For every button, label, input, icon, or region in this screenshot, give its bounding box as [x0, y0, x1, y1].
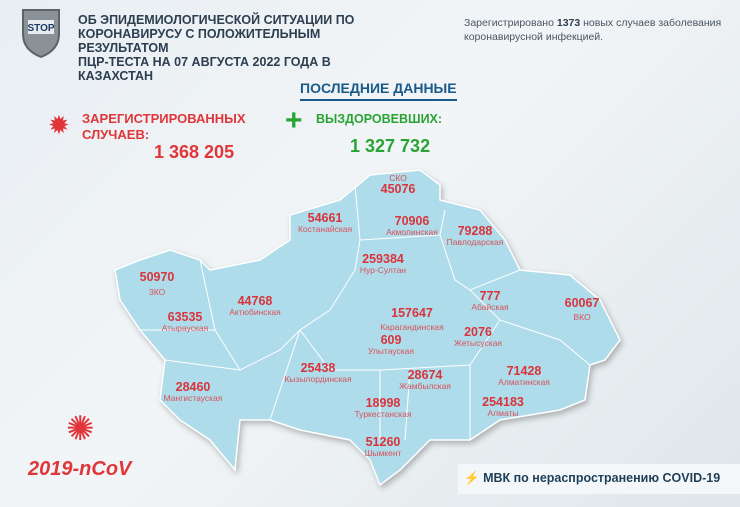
region-value: 71428 — [506, 364, 542, 378]
region-name: Актюбинская — [229, 307, 281, 317]
region-value: 45076 — [380, 182, 416, 196]
note-count: 1373 — [556, 17, 581, 29]
region-atyrau: 63535 Атырауская — [161, 310, 209, 334]
region-turkestan: 18998 Туркестанская — [354, 396, 412, 420]
ncov-label: 2019-nCoV — [28, 458, 132, 480]
coronavirus-icon: ✺ — [66, 410, 95, 448]
region-name: Абайская — [471, 302, 509, 312]
region-value: 60067 — [564, 296, 600, 310]
region-borders — [140, 184, 591, 441]
registered-label-line: ЗАРЕГИСТРИРОВАННЫХ — [82, 111, 246, 126]
region-value: 63535 — [167, 310, 203, 324]
region-zko: 50970 ЗКО — [139, 270, 175, 298]
latest-data-heading: ПОСЛЕДНИЕ ДАННЫЕ — [300, 80, 457, 101]
region-value: 50970 — [139, 270, 175, 284]
logo-shield: STOP — [20, 6, 62, 59]
recovered-label: ВЫЗДОРОВЕВШИХ: — [316, 112, 443, 126]
region-value: 28460 — [175, 380, 211, 394]
region-name: Карагандинская — [380, 322, 444, 332]
region-almaty-city: 254183 Алматы — [482, 395, 524, 419]
region-name: Туркестанская — [354, 409, 412, 419]
region-nur-sultan: 259384 Нур-Султан — [359, 252, 407, 276]
region-vko: 60067 ВКО — [564, 296, 600, 323]
region-karaganda: 157647 Карагандинская — [380, 306, 444, 333]
registered-value: 1 368 205 — [154, 142, 235, 162]
region-abay: 777 Абайская — [471, 289, 509, 313]
region-akmola: 70906 Акмолинская — [386, 214, 438, 238]
region-name: Мангистауская — [163, 393, 223, 403]
region-value: 609 — [380, 333, 402, 347]
region-name: Шымкент — [364, 448, 402, 458]
title-line: КОРОНАВИРУСУ С ПОЛОЖИТЕЛЬНЫМ РЕЗУЛЬТАТОМ — [78, 27, 321, 55]
region-name: Акмолинская — [386, 227, 438, 237]
registered-label-line: СЛУЧАЕВ: — [82, 127, 150, 142]
region-name: ЗКО — [148, 287, 166, 297]
region-name: Жетысуская — [453, 338, 503, 348]
region-value: 25438 — [300, 361, 336, 375]
region-mangistau: 28460 Мангистауская — [163, 380, 223, 404]
region-name: Атырауская — [161, 323, 209, 333]
region-name: Алматы — [487, 408, 519, 418]
region-name: Алматинская — [498, 377, 550, 387]
svg-text:STOP: STOP — [27, 23, 54, 34]
registered-label: ЗАРЕГИСТРИРОВАННЫХ СЛУЧАЕВ: — [82, 111, 246, 143]
region-value: 51260 — [365, 435, 401, 449]
region-name: Костанайская — [297, 224, 353, 234]
region-value: 254183 — [482, 395, 524, 409]
region-value: 79288 — [457, 224, 493, 238]
region-name: Кызылординская — [284, 374, 352, 384]
region-shymkent: 51260 Шымкент — [364, 435, 402, 459]
lightning-icon: ⚡ — [464, 471, 480, 485]
footer-text: МВК по нераспространению COVID-19 — [483, 471, 721, 485]
region-value: 157647 — [391, 306, 433, 320]
region-value: 2076 — [464, 325, 492, 339]
region-pavlodar: 79288 Павлодарская — [446, 224, 504, 248]
region-zhambyl: 28674 Жамбылская — [399, 368, 451, 392]
region-name: ВКО — [573, 312, 591, 322]
region-value: 54661 — [307, 211, 343, 225]
title-line: ОБ ЭПИДЕМИОЛОГИЧЕСКОЙ СИТУАЦИИ ПО — [78, 13, 355, 27]
region-value: 18998 — [365, 396, 401, 410]
region-name: Улытауская — [368, 346, 414, 356]
page-title: ОБ ЭПИДЕМИОЛОГИЧЕСКОЙ СИТУАЦИИ ПО КОРОНА… — [78, 13, 398, 83]
region-value: 259384 — [362, 252, 404, 266]
region-value: 28674 — [407, 368, 443, 382]
region-aktobe: 44768 Актюбинская — [229, 294, 281, 318]
region-name: Павлодарская — [446, 237, 504, 247]
virus-icon: ✹ — [48, 110, 70, 140]
region-kyzylorda: 25438 Кызылординская — [284, 361, 352, 385]
region-value: 44768 — [237, 294, 273, 308]
note-suffix: новых случаев заболевания коронавирусной… — [464, 17, 722, 43]
region-name: СКО — [389, 173, 407, 183]
region-sko: СКО 45076 — [381, 173, 416, 195]
region-value: 777 — [479, 289, 501, 303]
recovered-value: 1 327 732 — [350, 136, 431, 156]
region-value: 70906 — [394, 214, 430, 228]
new-cases-note: Зарегистрировано 1373 новых случаев забо… — [464, 16, 734, 44]
title-line: ПЦР-ТЕСТА НА 07 АВГУСТА 2022 ГОДА В КАЗА… — [78, 55, 331, 83]
note-prefix: Зарегистрировано — [464, 17, 557, 29]
region-almaty-oblast: 71428 Алматинская — [498, 364, 550, 388]
footer-banner: ⚡ МВК по нераспространению COVID-19 — [458, 464, 740, 494]
region-name: Нур-Султан — [359, 265, 407, 275]
region-kostanay: 54661 Костанайская — [297, 211, 353, 235]
region-zhetysu: 2076 Жетысуская — [453, 325, 503, 349]
region-name: Жамбылская — [399, 381, 451, 391]
region-ulytau: 609 Улытауская — [368, 333, 414, 357]
plus-icon: + — [285, 104, 303, 137]
map-outline — [114, 169, 621, 487]
